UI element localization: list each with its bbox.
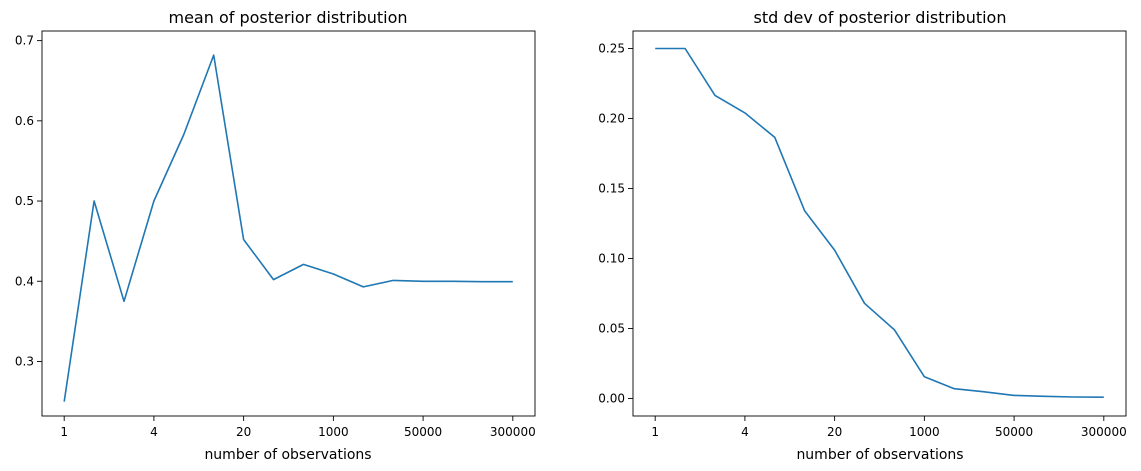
y-tick-label: 0.4 xyxy=(15,274,34,288)
x-tick-label: 1 xyxy=(651,425,659,439)
x-tick-label: 300000 xyxy=(490,425,536,439)
series-line-std-dev xyxy=(655,47,1104,398)
x-axis: 1 4 20 1000 50000 300000 xyxy=(60,416,536,439)
x-tick-label: 4 xyxy=(741,425,749,439)
y-tick-label: 0.6 xyxy=(15,114,34,128)
y-tick-label: 0.20 xyxy=(598,112,625,126)
y-tick-label: 0.00 xyxy=(598,392,625,406)
x-tick-label: 1000 xyxy=(909,425,940,439)
series-line-mean xyxy=(63,54,513,402)
y-tick-label: 0.7 xyxy=(15,34,34,48)
plot-frame xyxy=(632,30,1127,417)
plot-frame xyxy=(41,30,536,417)
x-tick-label: 1000 xyxy=(318,425,349,439)
x-tick-label: 50000 xyxy=(404,425,442,439)
x-tick-label: 300000 xyxy=(1081,425,1127,439)
chart-title: mean of posterior distribution xyxy=(168,8,407,27)
x-axis-label: number of observations xyxy=(204,447,371,463)
x-tick-label: 4 xyxy=(150,425,158,439)
y-axis: 0.3 0.4 0.5 0.6 0.7 xyxy=(15,34,42,368)
y-tick-label: 0.3 xyxy=(15,354,34,368)
y-axis: 0.00 0.05 0.10 0.15 0.20 0.25 xyxy=(598,42,633,406)
chart-mean: mean of posterior distribution 0.3 0.4 0.5… xyxy=(15,8,536,463)
x-tick-label: 50000 xyxy=(995,425,1033,439)
y-tick-label: 0.25 xyxy=(598,42,625,56)
x-tick-label: 20 xyxy=(236,425,251,439)
y-tick-label: 0.05 xyxy=(598,322,625,336)
y-tick-label: 0.10 xyxy=(598,252,625,266)
y-tick-label: 0.5 xyxy=(15,194,34,208)
x-tick-label: 20 xyxy=(827,425,842,439)
x-axis: 1 4 20 1000 50000 300000 xyxy=(651,416,1127,439)
y-tick-label: 0.15 xyxy=(598,182,625,196)
chart-title: std dev of posterior distribution xyxy=(754,8,1007,27)
x-axis-label: number of observations xyxy=(796,447,963,463)
chart-std-dev: std dev of posterior distribution 0.000.… xyxy=(598,8,1126,463)
x-tick-label: 1 xyxy=(60,425,68,439)
